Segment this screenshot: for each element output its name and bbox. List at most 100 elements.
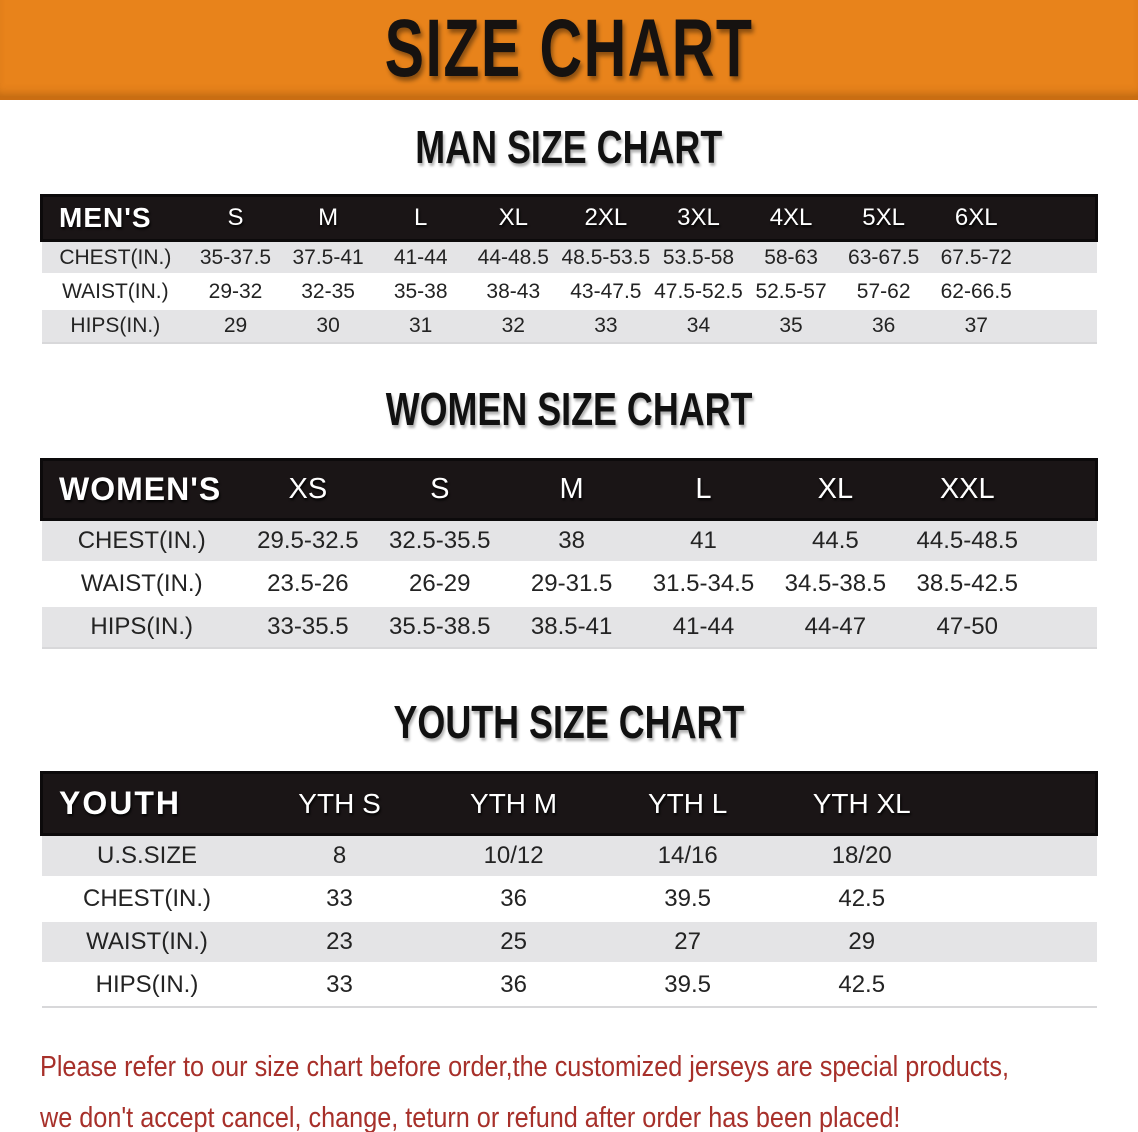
youth-column-header-yth-l: YTH L bbox=[600, 771, 775, 836]
youth-column-header-yth-m: YTH M bbox=[426, 771, 601, 836]
size-chart-banner: SIZE CHART bbox=[0, 0, 1138, 100]
men-size-table: MEN'S S M L XL 2XL 3XL 4XL 5XL 6XL CHEST(IN.) 35-37… bbox=[40, 194, 1098, 344]
size-value-cell: 32 bbox=[466, 308, 560, 344]
size-value-cell: 35.5-38.5 bbox=[373, 605, 506, 649]
youth-table-header-row: YOUTH YTH S YTH M YTH L YTH XL bbox=[40, 771, 1098, 836]
size-value-cell: 44-48.5 bbox=[466, 239, 560, 276]
size-value-cell: 25 bbox=[426, 920, 601, 965]
size-value-cell: 33 bbox=[252, 877, 427, 922]
row-label: U.S.SIZE bbox=[41, 833, 253, 879]
men-column-header-3xl: 3XL bbox=[652, 194, 745, 242]
size-value-cell: 23 bbox=[252, 920, 427, 965]
size-value-cell: 42.5 bbox=[774, 877, 949, 922]
size-value-cell: 10/12 bbox=[426, 833, 601, 879]
men-table-row: WAIST(IN.) 29-32 32-35 35-38 38-43 43-47.5 47.… bbox=[41, 274, 1097, 310]
men-table-row: HIPS(IN.) 29 30 31 32 33 34 35 36 37 bbox=[41, 308, 1097, 344]
youth-table-row: HIPS(IN.) 33 36 39.5 42.5 bbox=[41, 963, 1097, 1008]
size-value-cell: 30 bbox=[281, 308, 375, 344]
size-value-cell: 41-44 bbox=[637, 605, 770, 649]
size-value-cell: 53.5-58 bbox=[652, 239, 745, 276]
size-value-cell: 37 bbox=[929, 308, 1023, 344]
women-column-header-xl: XL bbox=[769, 457, 902, 521]
spacer-cell bbox=[948, 877, 1097, 922]
disclaimer-line-2: we don't accept cancel, change, teturn o… bbox=[40, 1101, 901, 1132]
women-table-header-row: WOMEN'S XS S M L XL XXL bbox=[39, 457, 1099, 521]
size-value-cell: 29.5-32.5 bbox=[241, 518, 374, 564]
size-value-cell: 38.5-41 bbox=[505, 605, 638, 649]
youth-size-chart-section: YOUTH SIZE CHART YOUTH YTH S YTH M YTH L YTH… bbox=[0, 697, 1138, 1008]
men-column-header-5xl: 5XL bbox=[837, 194, 930, 242]
youth-section-title: YOUTH SIZE CHART bbox=[393, 696, 745, 748]
size-value-cell: 32.5-35.5 bbox=[373, 518, 506, 564]
disclaimer-line-1: Please refer to our size chart before or… bbox=[40, 1050, 1010, 1083]
size-value-cell: 35-37.5 bbox=[189, 239, 282, 276]
row-label: WAIST(IN.) bbox=[41, 274, 190, 310]
youth-table-row: CHEST(IN.) 33 36 39.5 42.5 bbox=[41, 877, 1097, 922]
size-value-cell: 29-31.5 bbox=[505, 562, 638, 607]
women-table-row: WAIST(IN.) 23.5-26 26-29 29-31.5 31.5-34.5 34… bbox=[41, 562, 1097, 607]
size-value-cell: 39.5 bbox=[600, 963, 775, 1008]
row-label: CHEST(IN.) bbox=[41, 518, 242, 564]
row-label: HIPS(IN.) bbox=[41, 963, 253, 1008]
men-table-row: CHEST(IN.) 35-37.5 37.5-41 41-44 44-48.5 48.5… bbox=[41, 239, 1097, 276]
youth-table-row: U.S.SIZE 8 10/12 14/16 18/20 bbox=[41, 833, 1097, 879]
spacer-cell bbox=[1033, 457, 1099, 521]
size-value-cell: 29 bbox=[189, 308, 282, 344]
size-value-cell: 57-62 bbox=[837, 274, 930, 310]
spacer-cell bbox=[1033, 605, 1097, 649]
size-value-cell: 27 bbox=[600, 920, 775, 965]
size-value-cell: 34 bbox=[652, 308, 745, 344]
spacer-cell bbox=[948, 833, 1097, 879]
size-value-cell: 47.5-52.5 bbox=[652, 274, 745, 310]
youth-table-row: WAIST(IN.) 23 25 27 29 bbox=[41, 920, 1097, 965]
men-column-header-6xl: 6XL bbox=[929, 194, 1023, 242]
size-value-cell: 38 bbox=[505, 518, 638, 564]
size-value-cell: 33-35.5 bbox=[241, 605, 374, 649]
spacer-cell bbox=[1022, 308, 1097, 344]
size-value-cell: 58-63 bbox=[744, 239, 838, 276]
men-header-label: MEN'S bbox=[40, 194, 190, 242]
size-value-cell: 36 bbox=[426, 963, 601, 1008]
row-label: WAIST(IN.) bbox=[41, 920, 253, 965]
size-value-cell: 38-43 bbox=[466, 274, 560, 310]
size-value-cell: 26-29 bbox=[373, 562, 506, 607]
size-value-cell: 33 bbox=[559, 308, 653, 344]
men-column-header-l: L bbox=[374, 194, 467, 242]
youth-column-header-yth-xl: YTH XL bbox=[774, 771, 949, 836]
women-size-chart-section: WOMEN SIZE CHART WOMEN'S XS S M L XL XXL CHEST(… bbox=[0, 384, 1138, 649]
size-value-cell: 41-44 bbox=[374, 239, 467, 276]
size-value-cell: 63-67.5 bbox=[837, 239, 930, 276]
spacer-cell bbox=[1033, 562, 1097, 607]
size-value-cell: 43-47.5 bbox=[559, 274, 653, 310]
spacer-cell bbox=[1022, 239, 1097, 276]
youth-column-header-yth-s: YTH S bbox=[252, 771, 427, 836]
size-value-cell: 35 bbox=[744, 308, 838, 344]
size-value-cell: 52.5-57 bbox=[744, 274, 838, 310]
spacer-cell bbox=[1022, 274, 1097, 310]
size-value-cell: 32-35 bbox=[281, 274, 375, 310]
row-label: HIPS(IN.) bbox=[41, 605, 242, 649]
row-label: HIPS(IN.) bbox=[41, 308, 190, 344]
order-disclaimer: Please refer to our size chart before or… bbox=[40, 1042, 1138, 1132]
spacer-cell bbox=[948, 771, 1098, 836]
women-column-header-xxl: XXL bbox=[901, 457, 1034, 521]
size-value-cell: 31.5-34.5 bbox=[637, 562, 770, 607]
spacer-cell bbox=[948, 963, 1097, 1008]
men-column-header-s: S bbox=[189, 194, 282, 242]
women-table-row: HIPS(IN.) 33-35.5 35.5-38.5 38.5-41 41-44 44-… bbox=[41, 605, 1097, 649]
men-section-title: MAN SIZE CHART bbox=[415, 121, 723, 173]
men-column-header-4xl: 4XL bbox=[744, 194, 838, 242]
spacer-cell bbox=[1033, 518, 1097, 564]
row-label: WAIST(IN.) bbox=[41, 562, 242, 607]
size-value-cell: 48.5-53.5 bbox=[559, 239, 653, 276]
women-column-header-l: L bbox=[637, 457, 770, 521]
youth-size-table: YOUTH YTH S YTH M YTH L YTH XL U.S.SIZE 8 10/12… bbox=[40, 771, 1098, 1008]
size-value-cell: 29 bbox=[774, 920, 949, 965]
size-value-cell: 18/20 bbox=[774, 833, 949, 879]
youth-header-label: YOUTH bbox=[40, 771, 253, 836]
men-column-header-m: M bbox=[281, 194, 375, 242]
women-column-header-s: S bbox=[373, 457, 506, 521]
size-value-cell: 44.5 bbox=[769, 518, 902, 564]
size-value-cell: 41 bbox=[637, 518, 770, 564]
size-value-cell: 44-47 bbox=[769, 605, 902, 649]
